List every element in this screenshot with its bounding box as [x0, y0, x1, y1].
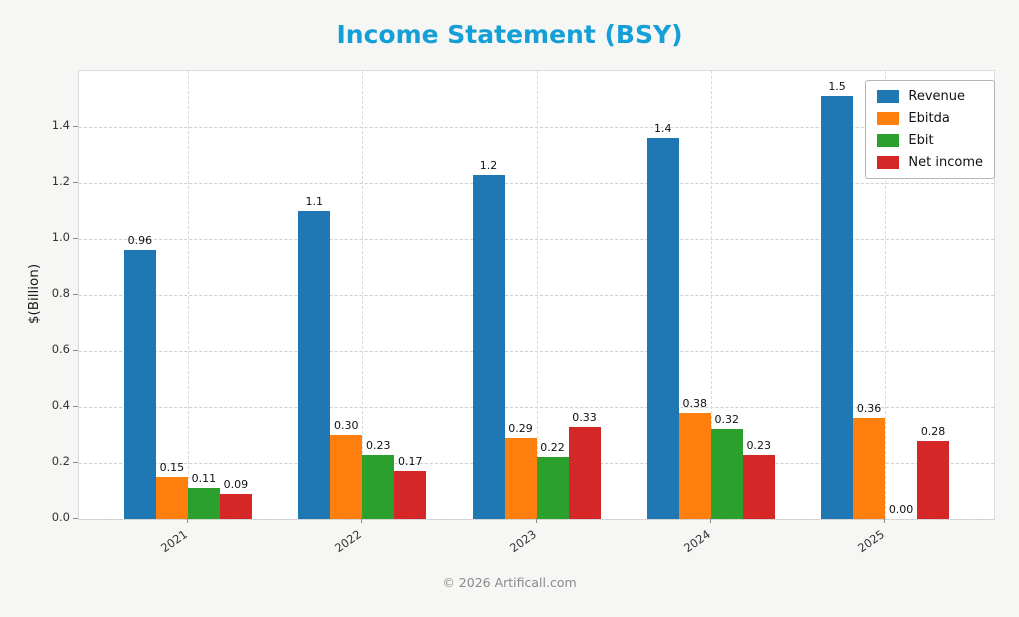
bar-value-label: 0.33	[572, 410, 597, 424]
legend-swatch	[877, 156, 900, 169]
bar-value-label: 0.96	[127, 234, 153, 248]
x-tick-label: 2023	[506, 527, 539, 556]
legend-swatch	[877, 134, 900, 147]
legend-item: Ebitda	[877, 111, 983, 126]
gridline-v	[536, 71, 538, 519]
bar	[123, 250, 156, 519]
bar	[646, 138, 679, 519]
legend-item: Revenue	[877, 89, 983, 104]
x-tick-label: 2024	[680, 527, 713, 556]
bar-value-label: 0.09	[223, 477, 249, 491]
legend-item: Net income	[877, 155, 983, 170]
bar	[710, 429, 743, 519]
y-tick-mark	[73, 238, 78, 239]
y-tick-mark	[73, 126, 78, 127]
legend-swatch	[877, 90, 900, 103]
bar-value-label: 1.1	[305, 195, 323, 208]
bar	[187, 488, 220, 519]
y-tick-mark	[73, 462, 78, 463]
y-tick-mark	[73, 406, 78, 407]
x-tick-label: 2021	[157, 527, 190, 556]
bar-value-label: 0.22	[540, 441, 565, 455]
bar-value-label: 0.36	[856, 402, 882, 416]
bar	[917, 440, 950, 519]
bar-value-label: 0.15	[159, 461, 185, 474]
gridline-v	[885, 71, 887, 519]
y-tick-label: 0.6	[51, 342, 70, 356]
y-tick-label: 0.2	[51, 454, 70, 468]
legend-item: Ebit	[877, 133, 983, 148]
x-tick-mark	[709, 518, 711, 523]
bar	[394, 471, 427, 519]
y-tick-label: 1.0	[51, 230, 70, 244]
bar-value-label: 0.23	[746, 438, 772, 452]
chart-title: Income Statement (BSY)	[336, 20, 683, 49]
bar	[853, 418, 886, 519]
bar	[678, 412, 711, 519]
bar-value-label: 0.30	[333, 419, 359, 432]
bar-value-label: 0.29	[508, 421, 533, 435]
bar-value-label: 0.28	[920, 424, 946, 438]
plot-area: 0.96 1.1 1.2 1.4 1.5 0.15 0.30 0.29 0.38 0.36 0.11…	[78, 70, 995, 520]
legend-label: Ebit	[908, 133, 934, 148]
bar-value-label: 1.5	[828, 80, 846, 94]
y-tick-label: 0.8	[51, 286, 70, 300]
bar	[472, 174, 505, 519]
bar-value-label: 0.38	[682, 396, 708, 410]
bar-value-label: 0.17	[397, 455, 423, 469]
x-tick-mark	[884, 518, 886, 523]
legend: Revenue Ebitda Ebit Net income	[865, 80, 995, 179]
bar	[536, 457, 569, 519]
bar	[219, 493, 252, 519]
x-tick-label: 2025	[855, 527, 888, 556]
y-tick-mark	[73, 182, 78, 183]
gridline-v	[187, 71, 189, 519]
bar	[742, 454, 775, 519]
bar	[568, 426, 601, 519]
legend-label: Revenue	[908, 89, 966, 104]
y-tick-mark	[73, 350, 78, 351]
y-tick-label: 1.2	[51, 174, 70, 188]
gridline-v	[710, 71, 712, 519]
gridline-h	[79, 519, 994, 520]
bar-value-label: 0.00	[888, 503, 914, 516]
bar-value-label: 0.23	[365, 438, 391, 452]
gridline-v	[362, 71, 364, 519]
legend-label: Ebitda	[908, 111, 950, 126]
bar	[504, 437, 537, 519]
legend-swatch	[877, 112, 900, 125]
y-tick-mark	[73, 518, 78, 519]
legend-label: Net income	[908, 155, 983, 170]
y-tick-label: 0.0	[51, 510, 70, 524]
x-tick-label: 2022	[332, 527, 365, 556]
bar-value-label: 1.2	[479, 158, 498, 172]
footer-text: © 2026 Artificall.com	[442, 575, 577, 590]
bar	[155, 477, 188, 519]
x-tick-mark	[186, 518, 188, 523]
bar	[298, 211, 331, 519]
bar-value-label: 0.32	[714, 413, 740, 427]
y-tick-mark	[73, 294, 78, 295]
bar-value-label: 0.11	[191, 472, 217, 486]
bar-value-label: 1.4	[654, 122, 672, 136]
bar	[362, 454, 395, 519]
y-tick-label: 0.4	[51, 398, 70, 412]
x-tick-mark	[535, 518, 537, 523]
bar	[330, 435, 363, 519]
x-tick-mark	[361, 518, 363, 523]
y-tick-label: 1.4	[51, 118, 70, 132]
bar	[821, 96, 854, 519]
